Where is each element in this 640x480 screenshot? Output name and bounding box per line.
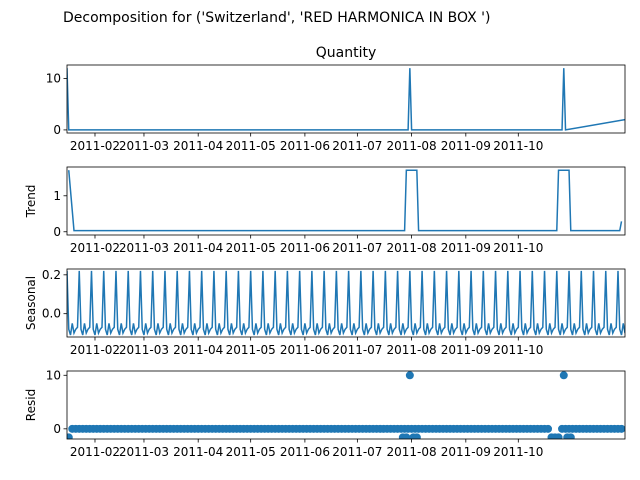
resid-series: [67, 371, 625, 439]
observed-xtick-label: 2011-07: [332, 139, 382, 153]
resid-point: [405, 371, 414, 380]
seasonal-line: [67, 270, 625, 336]
resid-point: [67, 433, 73, 439]
observed-xtick-label: 2011-09: [441, 139, 491, 153]
trend-series: [68, 169, 623, 232]
seasonal-xtick-label: 2011-07: [332, 343, 382, 357]
trend-ylabel: Trend: [24, 185, 38, 219]
resid-xtick-label: 2011-09: [441, 445, 491, 459]
resid-xtick-label: 2011-06: [280, 445, 330, 459]
resid-point: [412, 433, 421, 439]
resid-ylabel: Resid: [24, 389, 38, 421]
observed-ytick-label: 10: [46, 71, 61, 85]
resid-point: [559, 371, 568, 380]
seasonal-ytick-label: 0.2: [42, 268, 61, 282]
observed-ytick-label: 0: [53, 123, 61, 137]
trend-xtick-label: 2011-04: [173, 241, 223, 255]
trend-xtick-label: 2011-07: [332, 241, 382, 255]
resid-ytick-label: 0: [53, 422, 61, 436]
trend-xtick-label: 2011-02: [70, 241, 120, 255]
observed-xtick-label: 2011-08: [387, 139, 437, 153]
trend-ytick-label: 0: [53, 225, 61, 239]
observed-xtick-label: 2011-02: [70, 139, 120, 153]
seasonal-axes-frame: [66, 268, 626, 338]
observed-title: Quantity: [316, 45, 377, 61]
resid-xtick-label: 2011-04: [173, 445, 223, 459]
observed-xtick-label: 2011-05: [226, 139, 276, 153]
trend-xtick-label: 2011-05: [226, 241, 276, 255]
observed-xtick-label: 2011-10: [493, 139, 543, 153]
seasonal-xtick-label: 2011-08: [387, 343, 437, 357]
trend-ytick-label: 1: [53, 189, 61, 203]
trend-axes-frame: [66, 166, 626, 236]
figure-suptitle: Decomposition for ('Switzerland', 'RED H…: [63, 10, 491, 26]
resid-point: [402, 433, 411, 439]
observed-line: [67, 68, 625, 131]
resid-xtick-label: 2011-07: [332, 445, 382, 459]
observed-axes-frame: [66, 64, 626, 134]
resid-xtick-label: 2011-08: [387, 445, 437, 459]
observed-xtick-label: 2011-06: [280, 139, 330, 153]
observed-series: [67, 68, 625, 131]
trend-xtick-label: 2011-03: [119, 241, 169, 255]
seasonal-xtick-label: 2011-05: [226, 343, 276, 357]
seasonal-xtick-label: 2011-02: [70, 343, 120, 357]
trend-xtick-label: 2011-08: [387, 241, 437, 255]
resid-axes-frame: [66, 370, 626, 440]
seasonal-ylabel: Seasonal: [24, 276, 38, 330]
trend-line: [68, 169, 623, 232]
seasonal-xtick-label: 2011-03: [119, 343, 169, 357]
resid-point: [566, 433, 575, 439]
resid-xtick-label: 2011-05: [226, 445, 276, 459]
observed-xtick-label: 2011-04: [173, 139, 223, 153]
resid-xtick-label: 2011-03: [119, 445, 169, 459]
trend-xtick-label: 2011-06: [280, 241, 330, 255]
seasonal-xtick-label: 2011-06: [280, 343, 330, 357]
resid-point: [544, 424, 553, 433]
resid-xtick-label: 2011-10: [493, 445, 543, 459]
resid-point: [617, 424, 625, 433]
resid-xtick-label: 2011-02: [70, 445, 120, 459]
seasonal-xtick-label: 2011-09: [441, 343, 491, 357]
trend-xtick-label: 2011-09: [441, 241, 491, 255]
resid-ytick-label: 10: [46, 368, 61, 382]
seasonal-xtick-label: 2011-10: [493, 343, 543, 357]
trend-xtick-label: 2011-10: [493, 241, 543, 255]
resid-point: [554, 433, 563, 439]
seasonal-ytick-label: 0.0: [42, 307, 61, 321]
observed-xtick-label: 2011-03: [119, 139, 169, 153]
seasonal-series: [67, 270, 625, 336]
seasonal-xtick-label: 2011-04: [173, 343, 223, 357]
